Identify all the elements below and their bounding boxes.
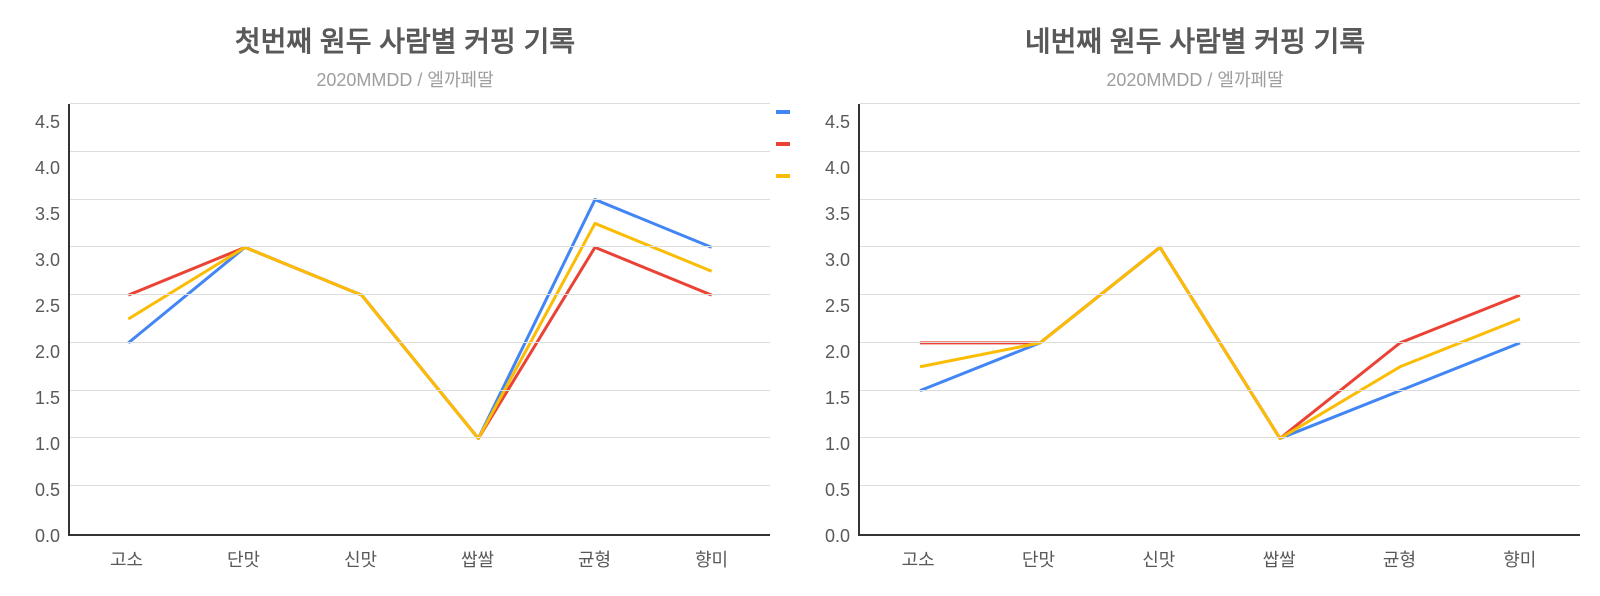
- y-tick: 1.5: [810, 389, 850, 407]
- grid-line: [70, 246, 770, 247]
- grid-line: [70, 437, 770, 438]
- x-tick: 향미: [653, 536, 770, 576]
- plot-area: 0.00.51.01.52.02.53.03.54.04.5: [810, 104, 1580, 536]
- legend: [770, 104, 790, 576]
- x-tick: 고소: [858, 536, 978, 576]
- x-tick: 쌉쌀: [1219, 536, 1339, 576]
- y-tick: 1.5: [20, 389, 60, 407]
- grid-line: [860, 199, 1580, 200]
- x-tick: 균형: [1339, 536, 1459, 576]
- chart-title: 첫번째 원두 사람별 커핑 기록: [235, 20, 575, 60]
- grid-line: [70, 390, 770, 391]
- plot: [68, 104, 770, 536]
- chart-body: 0.0 0.5 1.0 1.5 2.0 2.5 3.0 3.5 4.0 4.5 고소단맛신맛쌉쌀균…: [810, 104, 1580, 576]
- y-tick: 3.5: [810, 205, 850, 223]
- plot-area: 0.00.51.01.52.02.53.03.54.04.5: [20, 104, 770, 536]
- plot-wrap: 0.0 0.5 1.0 1.5 2.0 2.5 3.0 3.5 4.0 4.5 고소단맛신맛쌉쌀균…: [810, 104, 1580, 576]
- x-tick: 향미: [1460, 536, 1580, 576]
- y-tick: 2.0: [20, 343, 60, 361]
- x-tick: 신맛: [1099, 536, 1219, 576]
- x-tick: 균형: [536, 536, 653, 576]
- grid-line: [860, 294, 1580, 295]
- chart-body: 0.0 0.5 1.0 1.5 2.0 2.5 3.0 3.5 4.0 4.5 고소단맛신맛쌉쌀균…: [20, 104, 790, 576]
- chart-subtitle: 2020MMDD / 엘까페딸: [1106, 66, 1283, 92]
- x-tick: 단맛: [185, 536, 302, 576]
- y-tick: 0.0: [810, 527, 850, 545]
- line-series-svg: [860, 104, 1580, 534]
- grid-line: [860, 485, 1580, 486]
- plot-wrap: 0.0 0.5 1.0 1.5 2.0 2.5 3.0 3.5 4.0 4.5 고소단맛신맛쌉쌀균…: [20, 104, 770, 576]
- y-tick: 4.5: [20, 113, 60, 131]
- chart-panel-1: 첫번째 원두 사람별 커핑 기록 2020MMDD / 엘까페딸 0.0 0.5 1…: [20, 20, 790, 576]
- legend-swatch: [776, 174, 790, 178]
- y-tick: 3.5: [20, 205, 60, 223]
- grid-line: [70, 199, 770, 200]
- y-tick: 1.0: [20, 435, 60, 453]
- y-tick: 4.0: [20, 159, 60, 177]
- grid-line: [70, 342, 770, 343]
- grid-line: [70, 151, 770, 152]
- y-tick: 0.5: [20, 481, 60, 499]
- legend-swatch: [776, 110, 790, 114]
- y-tick: 2.5: [810, 297, 850, 315]
- x-axis: 고소단맛신맛쌉쌀균형향미: [68, 536, 770, 576]
- grid-line: [70, 485, 770, 486]
- line-series-2: [128, 223, 711, 438]
- chart-subtitle: 2020MMDD / 엘까페딸: [316, 66, 493, 92]
- x-axis: 고소단맛신맛쌉쌀균형향미: [858, 536, 1580, 576]
- y-axis: 0.00.51.01.52.02.53.03.54.04.5: [810, 104, 858, 536]
- y-tick: 1.0: [810, 435, 850, 453]
- y-axis: 0.00.51.01.52.02.53.03.54.04.5: [20, 104, 68, 536]
- grid-line: [70, 294, 770, 295]
- y-tick: 2.0: [810, 343, 850, 361]
- y-tick: 4.5: [810, 113, 850, 131]
- chart-panel-2: 네번째 원두 사람별 커핑 기록 2020MMDD / 엘까페딸 0.0 0.5 1…: [810, 20, 1580, 576]
- x-tick: 신맛: [302, 536, 419, 576]
- grid-line: [860, 151, 1580, 152]
- y-tick: 3.0: [20, 251, 60, 269]
- y-tick: 0.5: [810, 481, 850, 499]
- grid-line: [860, 246, 1580, 247]
- y-tick: 2.5: [20, 297, 60, 315]
- y-tick: 0.0: [20, 527, 60, 545]
- y-tick: 3.0: [810, 251, 850, 269]
- x-tick: 쌉쌀: [419, 536, 536, 576]
- grid-line: [860, 342, 1580, 343]
- chart-title: 네번째 원두 사람별 커핑 기록: [1025, 20, 1365, 60]
- grid-line: [860, 390, 1580, 391]
- x-tick: 고소: [68, 536, 185, 576]
- grid-line: [860, 437, 1580, 438]
- legend-swatch: [776, 142, 790, 146]
- y-tick: 4.0: [810, 159, 850, 177]
- grid-line: [70, 103, 770, 104]
- line-series-svg: [70, 104, 770, 534]
- x-tick: 단맛: [978, 536, 1098, 576]
- grid-line: [860, 103, 1580, 104]
- plot: [858, 104, 1580, 536]
